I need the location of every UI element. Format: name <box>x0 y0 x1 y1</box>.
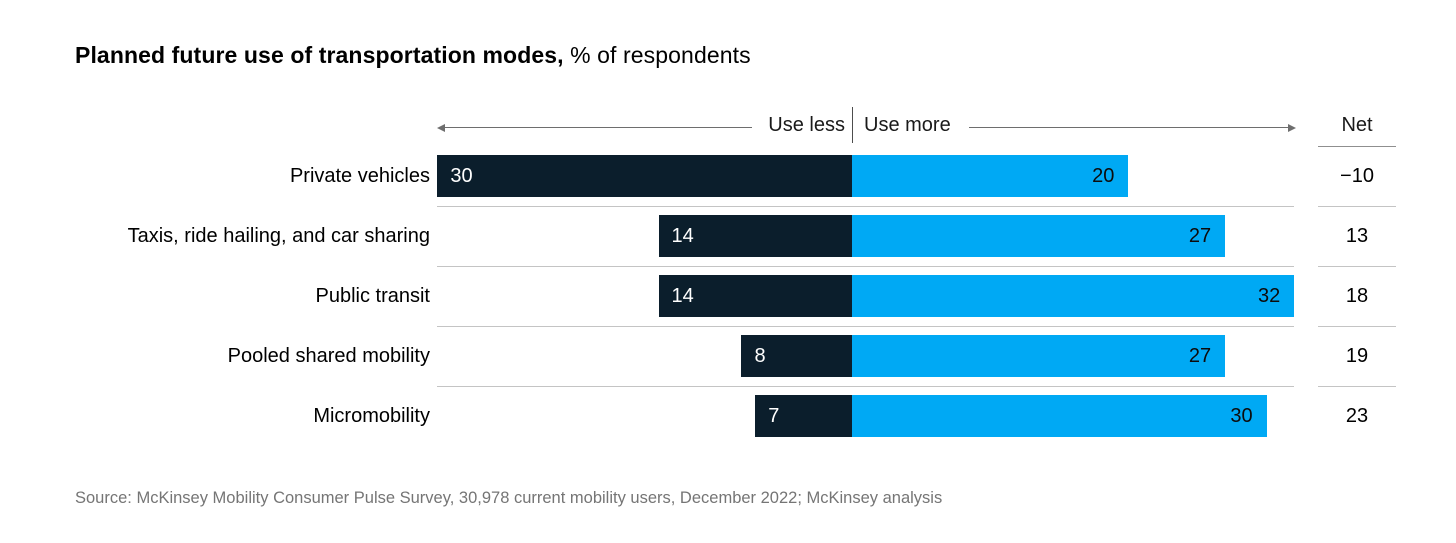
use-more-bar: 27 <box>852 215 1226 257</box>
use-less-bar: 30 <box>437 155 852 197</box>
use-more-label: Use more <box>864 114 951 136</box>
use-less-bar: 14 <box>658 275 852 317</box>
row-label: Pooled shared mobility <box>227 344 430 367</box>
use-less-bar: 7 <box>755 395 852 437</box>
chart-title-units: % of respondents <box>563 42 751 68</box>
net-value: 19 <box>1345 344 1369 367</box>
row-separator <box>437 266 1294 267</box>
use-more-bar: 32 <box>852 275 1295 317</box>
row-label: Micromobility <box>313 404 430 427</box>
use-more-bar: 30 <box>852 395 1267 437</box>
net-row-separator <box>1318 206 1396 207</box>
use-less-bar: 14 <box>658 215 852 257</box>
use-more-bar: 27 <box>852 335 1226 377</box>
net-row-separator <box>1318 266 1396 267</box>
chart-title-bold: Planned future use of transportation mod… <box>75 42 564 68</box>
net-value: 13 <box>1345 224 1369 247</box>
net-row-separator <box>1318 386 1396 387</box>
net-row-separator <box>1318 326 1396 327</box>
net-column-header: Net <box>1341 114 1373 136</box>
use-more-bar: 20 <box>852 155 1129 197</box>
use-more-arrow-line <box>969 127 1288 128</box>
chart-title: Planned future use of transportation mod… <box>75 42 751 69</box>
use-less-bar: 8 <box>741 335 852 377</box>
zero-axis-divider <box>852 107 853 143</box>
net-header-underline <box>1318 146 1396 147</box>
net-value: 18 <box>1345 284 1369 307</box>
source-note: Source: McKinsey Mobility Consumer Pulse… <box>75 489 943 507</box>
net-value: −10 <box>1340 164 1374 187</box>
use-more-arrowhead-icon <box>1288 123 1296 132</box>
row-separator <box>437 206 1294 207</box>
row-separator <box>437 386 1294 387</box>
net-value: 23 <box>1345 404 1369 427</box>
use-less-arrow-line <box>444 127 752 128</box>
row-separator <box>437 326 1294 327</box>
use-less-label: Use less <box>768 114 845 136</box>
row-label: Public transit <box>315 284 431 307</box>
row-label: Private vehicles <box>289 164 430 187</box>
use-less-arrowhead-icon <box>437 123 445 132</box>
row-label: Taxis, ride hailing, and car sharing <box>127 224 430 247</box>
